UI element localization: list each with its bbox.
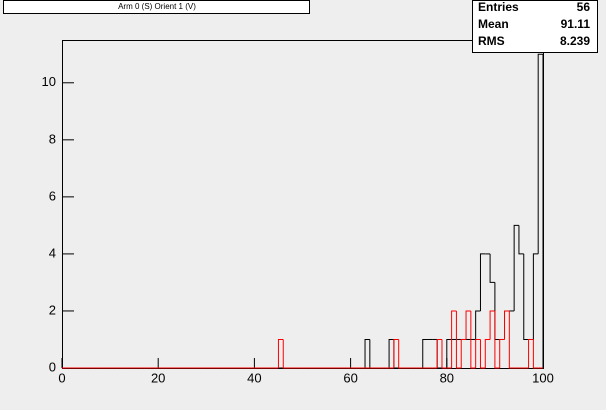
x-tick-label: 20 — [151, 370, 165, 385]
stat-value: 56 — [577, 0, 591, 14]
histogram-bin — [508, 310, 515, 369]
histogram-bin — [451, 310, 457, 368]
histogram-bin — [504, 310, 510, 340]
stat-value: 91.11 — [561, 17, 591, 31]
histogram-bin — [475, 338, 481, 368]
histogram-bin — [455, 310, 462, 369]
histogram-bin — [537, 53, 544, 368]
histogram-bin — [518, 225, 524, 255]
histogram-bin — [484, 338, 491, 368]
histogram-bin — [398, 339, 404, 369]
histogram-bin — [489, 310, 495, 340]
x-tick-label: 60 — [343, 370, 357, 385]
chart-title: Arm 0 (S) Orient 1 (V) — [118, 2, 196, 11]
x-tick-label: 40 — [247, 370, 261, 385]
histogram-bin — [494, 310, 500, 369]
stat-label: Entries — [478, 0, 519, 14]
stat-label: Mean — [478, 17, 509, 31]
y-tick-label: 2 — [49, 302, 56, 317]
histogram-bin — [436, 338, 442, 368]
stats-box — [472, 0, 598, 53]
histogram-bin — [523, 253, 529, 340]
histogram-bin — [489, 253, 495, 283]
histogram-bin — [470, 310, 476, 369]
title-box — [3, 0, 310, 14]
y-tick-label: 8 — [49, 131, 56, 146]
stat-value: 8.239 — [560, 34, 590, 48]
stat-label: RMS — [478, 34, 505, 48]
x-tick-label: 0 — [58, 370, 65, 385]
histogram-bin — [513, 224, 519, 311]
x-tick-label: 80 — [440, 370, 454, 385]
histogram-bin — [277, 338, 284, 368]
histogram-bin — [475, 310, 481, 340]
histogram-bin — [499, 338, 505, 368]
histogram-bin — [460, 338, 467, 368]
y-tick-label: 0 — [49, 359, 56, 374]
histogram-bin — [532, 253, 539, 340]
histogram-bin — [388, 338, 394, 368]
histogram-bin — [446, 338, 452, 368]
histogram-bin — [479, 253, 486, 311]
histogram-bin — [282, 339, 289, 369]
histogram-bin — [441, 339, 447, 369]
x-tick-label: 100 — [532, 370, 554, 385]
y-tick-label: 6 — [49, 188, 56, 203]
y-tick-label: 10 — [42, 74, 56, 89]
histogram-bin — [532, 339, 539, 369]
histogram-bin — [479, 339, 486, 369]
histogram-bin — [364, 338, 370, 368]
histogram-bin — [465, 310, 471, 340]
histogram-bin — [528, 338, 534, 368]
histogram-bin — [393, 338, 399, 368]
y-tick-label: 4 — [49, 245, 56, 260]
histogram-bin — [422, 338, 428, 368]
